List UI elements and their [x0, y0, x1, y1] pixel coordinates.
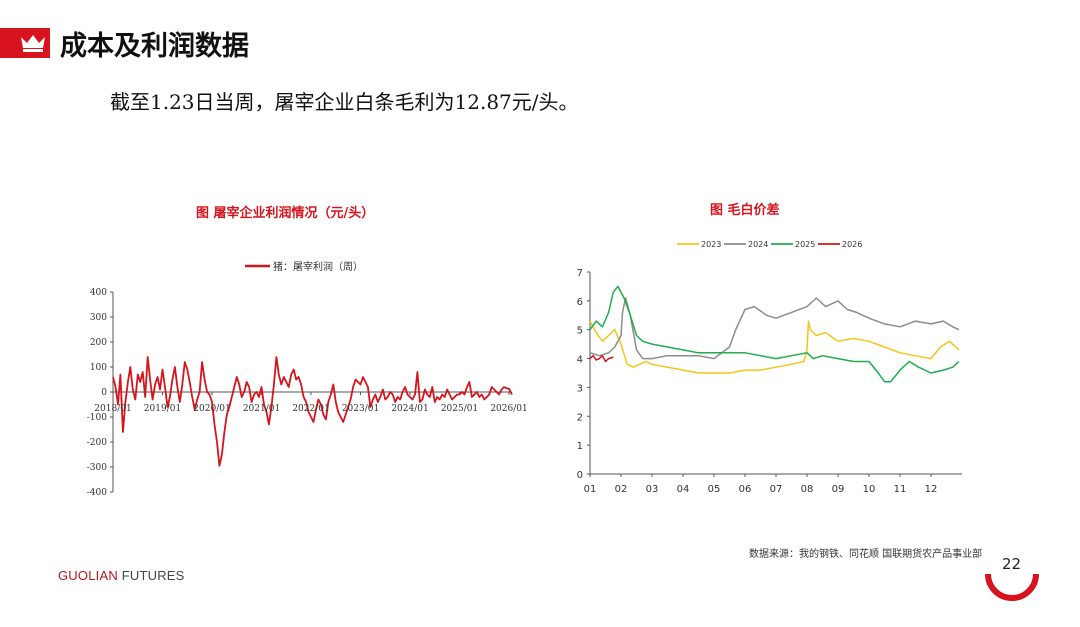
profit-x-tick-label: 2024/01 [391, 404, 428, 414]
spread-chart-title: 图 毛白价差 [710, 203, 780, 218]
spread-legend-label-2026: 2026 [842, 240, 862, 249]
page-subtitle: 截至1.23日当周，屠宰企业白条毛利为12.87元/头。 [110, 90, 579, 114]
profit-y-tick-label: 400 [90, 288, 107, 298]
spread-x-tick-label: 04 [677, 484, 690, 495]
spread-x-tick-label: 11 [894, 484, 907, 495]
spread-x-tick-label: 07 [770, 484, 783, 495]
spread-y-tick-label: 2 [577, 412, 583, 423]
profit-legend-label: 猪：屠宰利润（周） [273, 260, 363, 273]
page-number-arc [985, 573, 1039, 601]
spread-legend-label-2025: 2025 [795, 240, 815, 249]
profit-y-tick-label: -100 [87, 413, 107, 423]
spread-x-tick-label: 02 [615, 484, 628, 495]
spread-y-tick-label: 6 [577, 297, 583, 308]
logo-primary: GUOLIAN [58, 568, 118, 583]
page-title: 成本及利润数据 [60, 31, 249, 62]
profit-chart-title: 图 屠宰企业利润情况（元/头） [196, 206, 375, 221]
profit-x-tick-label: 2026/01 [490, 404, 527, 414]
spread-x-tick-label: 08 [801, 484, 814, 495]
profit-y-tick-label: -400 [87, 488, 107, 498]
logo-secondary: FUTURES [117, 568, 185, 583]
page-number: 22 [1002, 555, 1022, 573]
spread-x-tick-label: 06 [739, 484, 752, 495]
crown-icon [21, 35, 45, 52]
spread-y-tick-label: 7 [577, 268, 583, 279]
spread-x-tick-label: 05 [708, 484, 721, 495]
profit-x-tick-label: 2018/01 [94, 404, 131, 414]
data-source-note: 数据来源：我的钢铁、同花顺 国联期货农产品事业部 [749, 549, 983, 560]
profit-series-line [112, 356, 513, 467]
profit-y-tick-label: 0 [101, 388, 107, 398]
spread-x-tick-label: 03 [646, 484, 659, 495]
spread-x-tick-label: 01 [584, 484, 597, 495]
profit-x-tick-label: 2021/01 [243, 404, 280, 414]
spread-y-tick-label: 5 [577, 326, 583, 337]
spread-series-2024 [589, 297, 960, 360]
spread-x-tick-label: 10 [863, 484, 876, 495]
spread-x-tick-label: 12 [925, 484, 938, 495]
spread-series-2025 [589, 285, 960, 383]
profit-x-tick-label: 2019/01 [144, 404, 181, 414]
profit-y-tick-label: 100 [90, 363, 107, 373]
profit-x-tick-label: 2020/01 [193, 404, 230, 414]
spread-legend-label-2023: 2023 [701, 240, 721, 249]
spread-series-2026 [589, 354, 614, 363]
profit-y-tick-label: 200 [90, 338, 107, 348]
spread-series-2023 [589, 320, 960, 374]
company-logo: GUOLIAN FUTURES [58, 568, 185, 583]
spread-y-tick-label: 1 [577, 441, 583, 452]
profit-y-tick-label: -200 [87, 438, 107, 448]
spread-y-tick-label: 4 [577, 355, 583, 366]
profit-x-tick-label: 2023/01 [342, 404, 379, 414]
profit-y-tick-label: -300 [87, 463, 107, 473]
profit-x-tick-label: 2025/01 [441, 404, 478, 414]
profit-x-tick-label: 2022/01 [292, 404, 329, 414]
spread-x-tick-label: 09 [832, 484, 845, 495]
spread-y-tick-label: 3 [577, 383, 583, 394]
profit-y-tick-label: 300 [90, 313, 107, 323]
spread-legend-label-2024: 2024 [748, 240, 768, 249]
spread-y-tick-label: 0 [577, 470, 583, 481]
